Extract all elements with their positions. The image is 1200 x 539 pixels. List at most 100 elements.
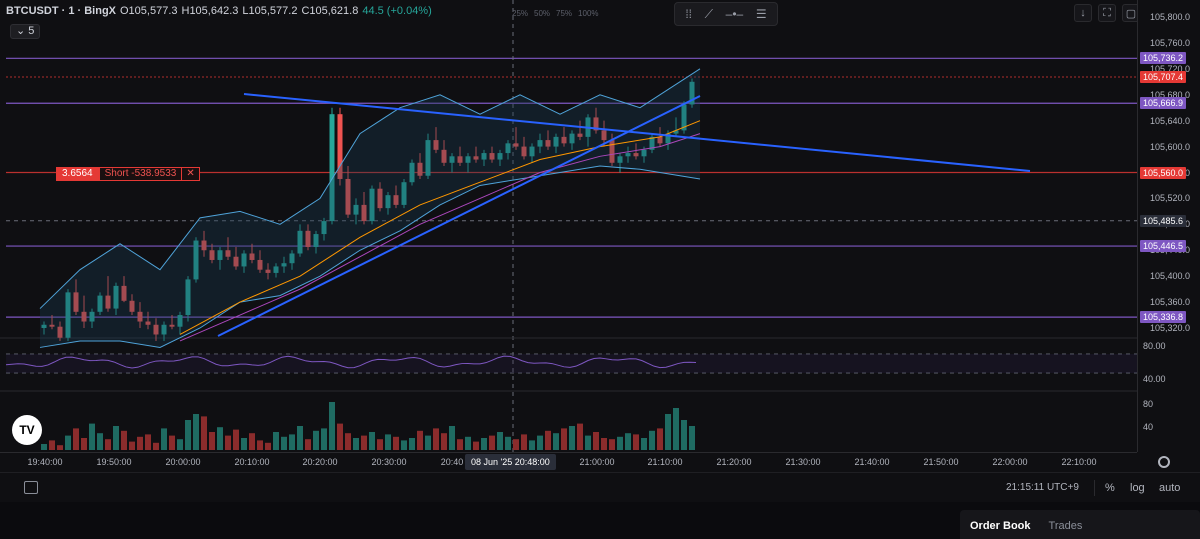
interval-badge[interactable]: ⌄ 5 (10, 24, 41, 39)
percent-toggle[interactable]: % (1105, 482, 1115, 494)
fullscreen-icon[interactable]: ⛶ (1098, 4, 1116, 22)
candle-body (193, 240, 199, 280)
settings-icon[interactable] (1158, 456, 1170, 468)
candle-body (297, 230, 303, 254)
time-tick-label: 19:50:00 (96, 457, 132, 467)
volume-bar (161, 428, 167, 450)
volume-bar (137, 436, 143, 450)
volume-bar (513, 439, 519, 450)
bollinger-fill (40, 68, 700, 348)
candle-body (473, 156, 479, 160)
candle-body (185, 279, 191, 316)
time-tick-label: 20:40 (440, 457, 464, 467)
symbol-name[interactable]: BTCUSDT · 1 · BingX (6, 5, 116, 17)
close-position-icon[interactable]: ✕ (182, 167, 200, 181)
download-icon[interactable]: ↓ (1074, 4, 1092, 22)
time-axis[interactable]: 19:40:00 19:50:00 20:00:00 20:10:00 20:20:00… (0, 452, 1137, 472)
change-value: 44.5 (+0.04%) (362, 5, 432, 17)
horizontal-ray-icon[interactable]: –•– (725, 7, 744, 21)
trendline (217, 95, 701, 337)
price-tick-label: 105,800.0 (1149, 12, 1190, 22)
time-tick-label: 19:40:00 (27, 457, 63, 467)
volume-bar (97, 433, 103, 450)
volume-bar (601, 438, 607, 450)
candle-body (73, 292, 79, 312)
candle-body (553, 136, 559, 147)
time-tick-label: 21:10:00 (647, 457, 683, 467)
price-tick-label: 105,600.0 (1149, 141, 1190, 152)
candle-body (529, 146, 535, 157)
tabs: Order Book Trades (960, 510, 1200, 539)
volume-bar (441, 433, 447, 450)
chart-pane[interactable]: BTCUSDT · 1 · BingX O105,577.3 H105,642.… (0, 0, 1140, 452)
volume-bar (321, 428, 327, 450)
volume-bar (545, 430, 551, 450)
tradingview-logo[interactable]: TV (12, 415, 42, 445)
price-axis[interactable]: 105,800.0 105,760.0 105,720.0 105,680.0 105,… (1137, 0, 1200, 452)
symbol-legend: BTCUSDT · 1 · BingX O105,577.3 H105,642.… (6, 5, 432, 17)
volume-bar (177, 439, 183, 450)
candle-body (601, 130, 607, 141)
pct-label: 25% (512, 9, 529, 18)
price-tag: 105,666.9 (1140, 97, 1187, 110)
candle-body (633, 153, 639, 157)
clock[interactable]: 21:15:11 UTC+9 (1006, 482, 1079, 493)
screenshot-icon[interactable]: ▢ (1122, 4, 1140, 22)
candle-body (593, 117, 599, 131)
volume-bar (569, 426, 575, 450)
candle-body (65, 292, 71, 338)
volume-bar (633, 434, 639, 450)
volume-bar (393, 436, 399, 450)
time-tick-label: 22:10:00 (1061, 457, 1097, 467)
auto-toggle[interactable]: auto (1159, 482, 1181, 494)
price-tag: 105,446.5 (1140, 240, 1187, 253)
candle-body (433, 140, 439, 150)
candle-body (273, 266, 279, 273)
volume-bar (289, 434, 295, 450)
volume-bar (361, 435, 367, 450)
volume-bar (377, 439, 383, 450)
chart-canvas[interactable] (0, 0, 1137, 452)
volume-bar (497, 432, 503, 450)
drag-handle-icon[interactable]: ⁞⁞ (685, 7, 692, 21)
fib-icon[interactable]: ☰ (755, 7, 767, 21)
volume-bar (553, 433, 559, 450)
tab-order-book[interactable]: Order Book (970, 519, 1031, 532)
volume-bar (41, 444, 47, 450)
pct-label: 100% (578, 9, 599, 18)
volume-bar (353, 438, 359, 450)
trendline-icon[interactable]: ⟋ (704, 6, 714, 21)
chevron-down-icon: ⌄ (16, 25, 29, 37)
calendar-icon[interactable] (24, 481, 38, 494)
indicator-axis-label: 80.00 (1143, 341, 1166, 351)
log-toggle[interactable]: log (1130, 482, 1145, 494)
volume-bar (665, 414, 671, 450)
price-tick-label: 105,680.0 (1149, 89, 1190, 100)
price-tick-label: 105,760.0 (1149, 37, 1190, 48)
candle-body (385, 195, 391, 209)
candle-body (521, 146, 527, 157)
candle-body (673, 130, 679, 134)
volume-bar (169, 435, 175, 450)
time-tick-label: 21:00:00 (579, 457, 615, 467)
pct-label: 75% (556, 9, 573, 18)
volume-bar (585, 435, 591, 450)
candle-body (545, 140, 551, 147)
volume-bar (273, 432, 279, 450)
candle-body (681, 104, 687, 131)
candle-body (489, 153, 495, 160)
volume-bar (433, 428, 439, 450)
position-label[interactable]: 3.6564 Short -538.9533 ✕ (56, 167, 200, 181)
candle-body (233, 256, 239, 267)
tab-trades[interactable]: Trades (1048, 519, 1083, 532)
volume-bar (505, 436, 511, 450)
volume-bar (145, 434, 151, 450)
candle-body (513, 143, 519, 147)
volume-bar (657, 428, 663, 450)
drawing-toolbar: ⁞⁞ ⟋ –•– ☰ (674, 2, 778, 26)
volume-bar (465, 436, 471, 450)
candle-body (129, 300, 135, 312)
bottom-toolbar: 21:15:11 UTC+9 % log auto (0, 472, 1200, 502)
volume-bar (121, 430, 127, 450)
candle-body (425, 140, 431, 176)
